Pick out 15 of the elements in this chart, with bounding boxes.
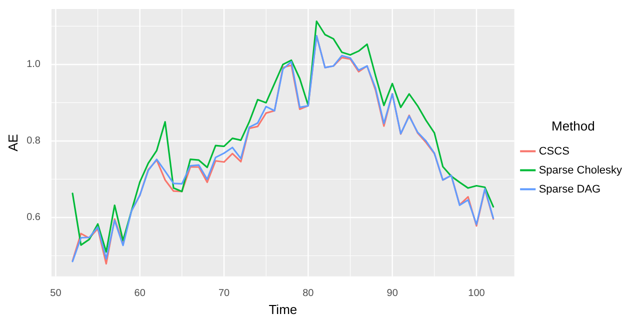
legend-label: Sparse Cholesky	[538, 164, 622, 176]
legend-title: Method	[551, 118, 595, 134]
y-axis-title: AE	[5, 134, 20, 152]
x-tick-label: 50	[50, 288, 62, 300]
y-tick-label: 1.0	[26, 59, 41, 70]
y-tick-label: 0.8	[26, 136, 41, 147]
x-tick-label: 90	[386, 288, 398, 300]
x-tick-label: 80	[302, 288, 314, 300]
x-tick-label: 60	[134, 288, 146, 300]
x-axis-title: Time	[268, 302, 298, 317]
legend-label: CSCS	[538, 145, 570, 158]
x-tick-label: 70	[218, 288, 230, 300]
x-tick-label: 100	[468, 288, 486, 300]
legend-label: Sparse DAG	[538, 183, 601, 196]
y-tick-label: 0.6	[26, 212, 41, 224]
